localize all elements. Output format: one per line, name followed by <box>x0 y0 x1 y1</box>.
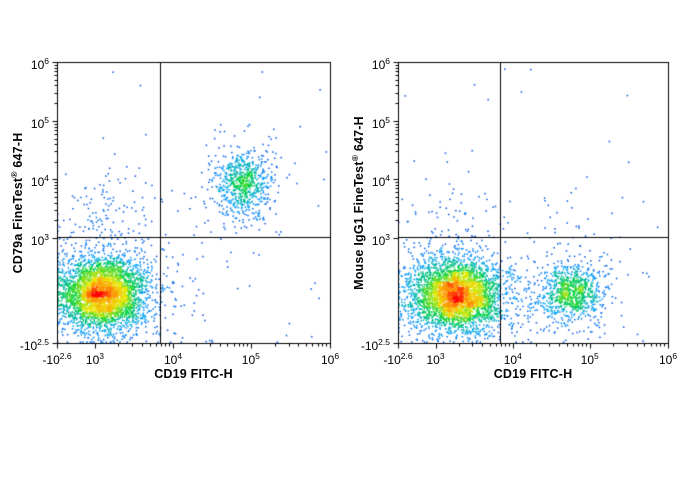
x-axis-tick-label: 105 <box>241 351 260 367</box>
y-axis-tick-label: 106 <box>30 56 49 72</box>
x-axis-tick-label: -102.6 <box>42 351 72 367</box>
x-axis-title-right: CD19 FITC-H <box>493 367 573 381</box>
x-axis-tick-label: 104 <box>163 351 183 367</box>
y-axis-title-left: CD79a FineTest® 647-H <box>9 132 25 273</box>
y-axis-tick-label: -102.5 <box>360 337 390 353</box>
y-axis-title-left-text: CD79a FineTest <box>11 177 26 273</box>
scatter-plot-canvas-right <box>389 61 670 353</box>
x-axis-tick-label: 106 <box>320 351 340 367</box>
y-axis-tick-label: 104 <box>30 173 49 190</box>
y-axis-tick-label: 105 <box>30 115 49 131</box>
x-axis-tick-label: -102.6 <box>383 351 413 367</box>
y-axis-tick-label: -102.5 <box>19 337 49 353</box>
x-axis-tick-label: 103 <box>85 351 104 367</box>
x-axis-tick-label: 105 <box>580 351 599 367</box>
x-axis-tick-label: 103 <box>426 351 445 367</box>
scatter-plot-canvas-left <box>48 61 332 353</box>
y-axis-tick-label: 106 <box>371 56 390 72</box>
x-axis-tick-label: 104 <box>503 351 522 367</box>
y-axis-tick-label: 103 <box>371 231 390 248</box>
y-axis-tick-label: 103 <box>30 231 49 248</box>
y-axis-title-right: Mouse IgG1 FineTest® 647-H <box>350 116 366 290</box>
x-axis-tick-label: 106 <box>658 351 678 367</box>
registered-trademark-icon: ® <box>349 154 360 161</box>
y-axis-tick-label: 104 <box>371 173 390 190</box>
y-axis-tick-label: 105 <box>371 115 390 131</box>
x-axis-title-left: CD19 FITC-H <box>154 367 233 381</box>
y-axis-title-left-suffix: 647-H <box>11 132 26 171</box>
